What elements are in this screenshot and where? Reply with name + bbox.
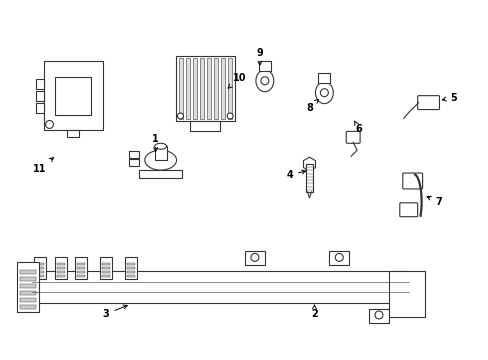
Ellipse shape — [144, 150, 176, 170]
Bar — [36, 267, 43, 269]
Bar — [185, 58, 189, 119]
Bar — [124, 257, 137, 279]
Bar — [102, 263, 110, 265]
Bar — [129, 159, 139, 166]
Bar — [43, 61, 103, 130]
FancyBboxPatch shape — [402, 173, 422, 189]
Bar — [368, 309, 388, 323]
Bar — [36, 79, 43, 89]
Text: 2: 2 — [310, 305, 317, 319]
Ellipse shape — [255, 70, 273, 92]
Bar — [77, 263, 85, 265]
Bar — [175, 57, 235, 121]
Bar — [214, 58, 217, 119]
Text: 3: 3 — [102, 305, 127, 319]
Bar — [57, 267, 65, 269]
Bar — [244, 251, 264, 265]
Bar — [20, 284, 36, 288]
Bar — [102, 267, 110, 269]
Bar — [57, 271, 65, 273]
Text: 6: 6 — [354, 121, 362, 134]
Bar — [258, 61, 270, 71]
Bar — [200, 58, 203, 119]
Text: 1: 1 — [152, 134, 159, 151]
Bar — [139, 170, 182, 178]
Bar — [67, 130, 79, 137]
Text: 4: 4 — [285, 170, 305, 180]
Circle shape — [45, 121, 53, 129]
Bar — [154, 146, 166, 160]
Bar — [20, 291, 36, 295]
FancyBboxPatch shape — [346, 131, 359, 143]
Bar — [227, 58, 231, 119]
Bar — [17, 262, 39, 312]
FancyBboxPatch shape — [399, 203, 417, 217]
Bar — [75, 257, 87, 279]
Text: 7: 7 — [426, 197, 441, 207]
Bar — [36, 91, 43, 100]
Bar — [318, 73, 330, 83]
Circle shape — [374, 311, 382, 319]
Bar — [20, 305, 36, 309]
Bar — [55, 77, 91, 115]
Bar — [57, 275, 65, 277]
Circle shape — [260, 77, 268, 85]
Bar — [36, 263, 43, 265]
Bar — [305, 164, 313, 192]
Bar — [102, 275, 110, 277]
Bar — [77, 275, 85, 277]
Bar — [34, 257, 45, 279]
Ellipse shape — [154, 143, 166, 149]
Bar — [36, 271, 43, 273]
Text: 11: 11 — [33, 158, 53, 174]
Bar — [36, 275, 43, 277]
Bar — [221, 58, 224, 119]
Bar — [127, 275, 135, 277]
Bar — [77, 271, 85, 273]
Bar — [20, 298, 36, 302]
Bar — [190, 121, 220, 131]
Bar — [388, 271, 424, 317]
Text: 10: 10 — [227, 73, 246, 88]
Bar — [127, 267, 135, 269]
Text: 8: 8 — [305, 99, 318, 113]
Bar — [127, 263, 135, 265]
Bar — [179, 58, 182, 119]
Bar — [77, 267, 85, 269]
Circle shape — [320, 89, 327, 96]
Bar — [102, 271, 110, 273]
Text: 9: 9 — [256, 48, 263, 65]
Bar — [57, 263, 65, 265]
Bar — [100, 257, 112, 279]
Bar — [328, 251, 348, 265]
Bar — [36, 103, 43, 113]
FancyBboxPatch shape — [417, 96, 439, 109]
Bar — [206, 58, 210, 119]
Circle shape — [177, 113, 183, 119]
Ellipse shape — [315, 82, 333, 104]
Bar — [20, 270, 36, 274]
Bar — [193, 58, 196, 119]
Bar — [129, 151, 139, 158]
Bar — [127, 271, 135, 273]
Bar — [55, 257, 67, 279]
Bar — [32, 271, 408, 303]
Circle shape — [335, 253, 343, 261]
Circle shape — [250, 253, 258, 261]
Bar — [20, 277, 36, 281]
Text: 5: 5 — [441, 93, 456, 103]
Circle shape — [226, 113, 233, 119]
Polygon shape — [303, 157, 315, 171]
